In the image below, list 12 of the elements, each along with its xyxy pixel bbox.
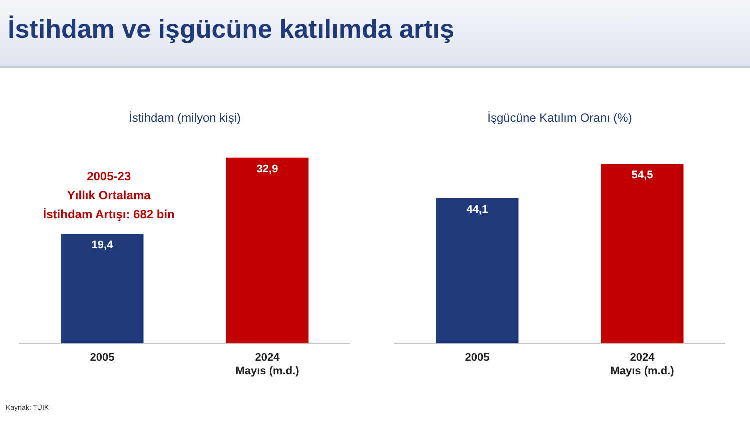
annotation: 2005-23 Yıllık Ortalama İstihdam Artışı: 682 bin <box>43 169 175 222</box>
data-label: 44,1 <box>466 204 488 216</box>
x-tick-label: 2024 Mayıs (m.d.) <box>610 352 675 378</box>
x-tick-label: 2005 <box>90 352 115 364</box>
data-label: 54,5 <box>632 170 654 182</box>
chart-title: İşgücüne Katılım Oranı (%) <box>486 110 634 127</box>
text: İstihdam ve işgücüne katılımda artış <box>8 14 454 45</box>
chart-title: İstihdam (milyon kişi) <box>128 110 242 127</box>
x-tick-label: 2024 Mayıs (m.d.) <box>236 352 300 378</box>
data-label: 19,4 <box>92 240 114 252</box>
x-tick-label: 2005 <box>465 352 490 364</box>
data-label: 32,9 <box>256 163 278 176</box>
